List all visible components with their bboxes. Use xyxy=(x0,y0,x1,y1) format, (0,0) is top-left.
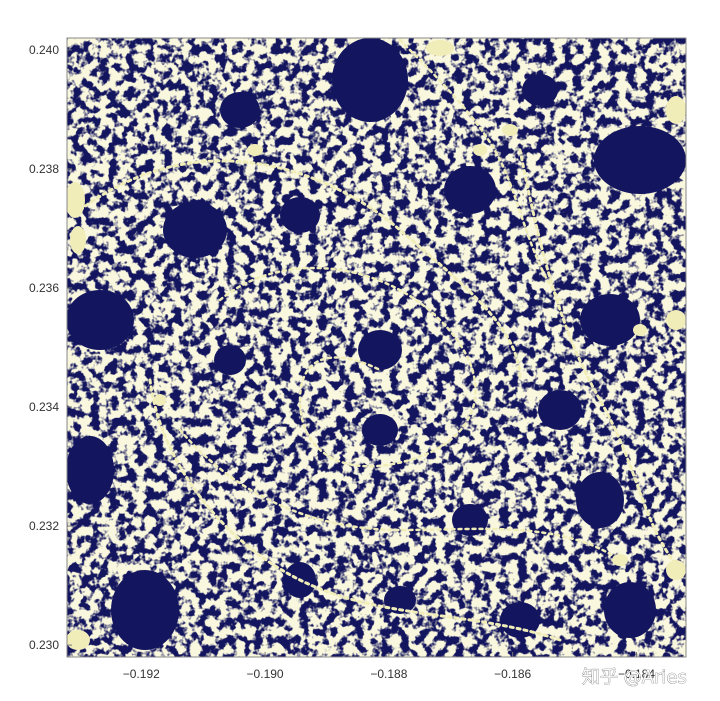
spiral-arm-right xyxy=(518,148,682,572)
spiral-filaments xyxy=(78,38,682,642)
y-tick-label: 0.238 xyxy=(29,162,59,176)
y-axis: 0.240 0.238 0.236 0.234 0.232 0.230 xyxy=(29,43,72,652)
spiral-arm-inner xyxy=(218,266,477,468)
x-tick-label: −0.192 xyxy=(123,667,160,681)
spiral-arm-bottom xyxy=(178,428,622,562)
y-tick-label: 0.230 xyxy=(29,638,59,652)
y-tick-label: 0.234 xyxy=(29,400,59,414)
bright-tendrils xyxy=(67,40,686,650)
x-tick-label: −0.184 xyxy=(618,667,655,681)
x-tick-label: −0.186 xyxy=(494,667,531,681)
spiral-arm-outer xyxy=(78,159,522,382)
spiral-arm-left xyxy=(148,378,562,642)
x-tick-label: −0.188 xyxy=(370,667,407,681)
x-tick-label: −0.190 xyxy=(247,667,284,681)
y-tick-label: 0.240 xyxy=(29,43,59,57)
interior-bulbs xyxy=(67,38,686,650)
watermark-text: 知乎 @Aries xyxy=(582,667,687,688)
y-tick-label: 0.236 xyxy=(29,281,59,295)
x-axis: −0.192 −0.190 −0.188 −0.186 −0.184 xyxy=(123,652,655,681)
plot-frame xyxy=(66,37,687,658)
spiral-arm-top xyxy=(398,38,562,302)
y-tick-label: 0.232 xyxy=(29,519,59,533)
